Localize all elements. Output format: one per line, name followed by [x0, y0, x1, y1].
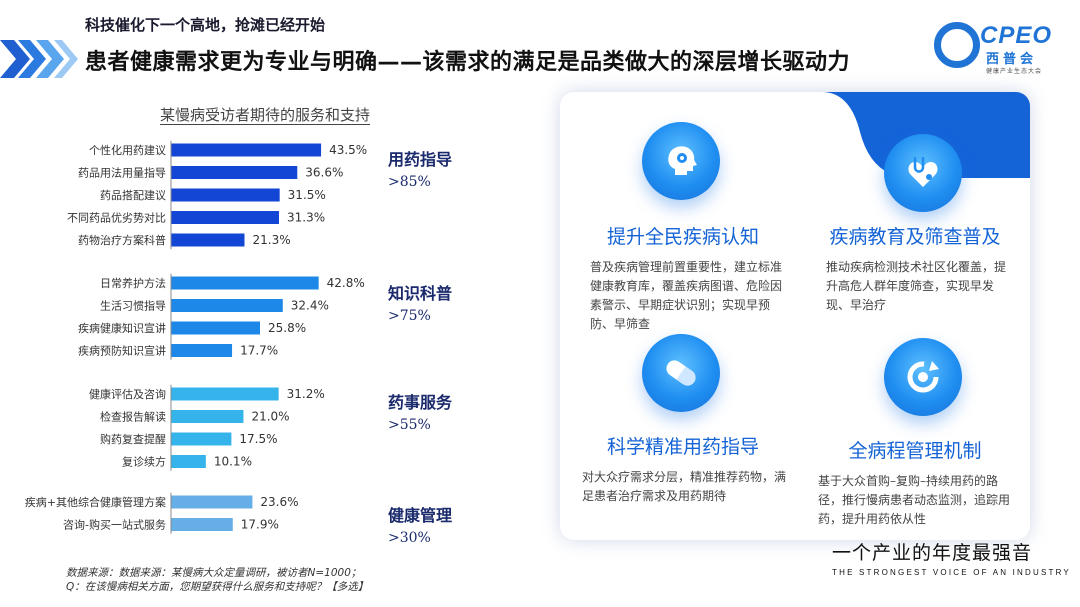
stethoscope-heart-icon	[884, 134, 962, 212]
logo-ring-icon	[934, 22, 980, 68]
category-label: 疾病健康知识宣讲	[78, 321, 166, 335]
category-label: 检查报告解读	[100, 410, 166, 424]
data-source-note: 数据来源：数据来源：某慢病大众定量调研，被访者N=1000； Q：在该慢病相关方…	[66, 566, 368, 594]
feature-title: 科学精准用药指导	[606, 436, 759, 458]
category-label: 不同药品优劣势对比	[67, 211, 166, 225]
value-label: 36.6%	[305, 166, 343, 180]
feature-description: 对大众疗需求分层，精准推荐药物，满足患者治疗需求及用药期待	[582, 470, 787, 503]
bar	[171, 387, 279, 401]
bar	[171, 166, 298, 179]
value-label: 23.6%	[260, 495, 298, 509]
cpeo-logo: CPEO 西普会 健康产业生态大会	[930, 20, 1070, 80]
feature-panel: 提升全民疾病认知 普及疾病管理前置重要性，建立标准健康教育库，覆盖疾病图谱、危险…	[560, 92, 1030, 540]
bar-chart: 个性化用药建议 43.5% 药品用法用量指导 36.6% 药品搭配建议 31.5% 不同药品…	[25, 140, 367, 534]
category-label: 疾病+其他综合健康管理方案	[25, 495, 166, 509]
feature-description: 基于大众首购–复购–持续用药的路径，推行慢病患者动态监测，追踪用药，提升用药依从…	[818, 474, 1011, 526]
header-stripes-decoration	[0, 40, 78, 78]
source-line-1: 数据来源：数据来源：某慢病大众定量调研，被访者N=1000；	[66, 567, 362, 579]
bar	[171, 276, 319, 290]
category-label: 咨询-购买一站式服务	[63, 518, 166, 532]
group-value: >75%	[388, 308, 431, 324]
value-label: 17.9%	[241, 518, 279, 532]
bar	[171, 410, 244, 423]
group-name: 知识科普	[388, 284, 453, 303]
group-name: 药事服务	[388, 393, 453, 412]
feature-title: 提升全民疾病认知	[606, 226, 759, 248]
pill-icon	[642, 334, 720, 412]
group-value: >30%	[388, 530, 431, 546]
value-label: 17.5%	[239, 432, 277, 446]
category-label: 药品搭配建议	[100, 188, 166, 202]
logo-name: 西普会	[986, 52, 1038, 67]
category-label: 药物治疗方案科普	[78, 233, 166, 247]
value-label: 42.8%	[327, 276, 365, 290]
slogan: 一个产业的年度最强音	[832, 542, 1033, 564]
bar	[171, 143, 322, 157]
group-value: >85%	[388, 174, 431, 190]
category-label: 药品用法用量指导	[78, 166, 166, 180]
feature-title: 全病程管理机制	[848, 440, 982, 462]
value-label: 31.2%	[287, 387, 325, 401]
value-label: 21.3%	[252, 233, 290, 247]
category-label: 健康评估及咨询	[89, 387, 166, 401]
value-label: 10.1%	[214, 455, 252, 469]
cycle-icon	[884, 338, 962, 416]
group-name: 健康管理	[388, 506, 453, 525]
bar	[171, 188, 280, 202]
group-label-medication: 用药指导 >85%	[388, 146, 452, 190]
bar	[171, 233, 245, 247]
brain-gear-icon	[642, 122, 720, 200]
bar	[171, 211, 279, 224]
category-label: 个性化用药建议	[89, 143, 166, 157]
source-line-2: Q：在该慢病相关方面，您期望获得什么服务和支持呢？【多选】	[66, 581, 369, 593]
bar	[171, 432, 232, 446]
bar	[171, 455, 206, 468]
value-label: 25.8%	[268, 321, 306, 335]
value-label: 31.5%	[288, 188, 326, 202]
category-label: 复诊续方	[122, 455, 166, 469]
group-name: 用药指导	[388, 150, 453, 169]
category-label: 生活习惯指导	[100, 299, 166, 313]
group-label-knowledge: 知识科普 >75%	[388, 280, 452, 324]
value-label: 17.7%	[240, 344, 278, 358]
group-label-health-mgmt: 健康管理 >30%	[388, 502, 452, 546]
category-label: 疾病预防知识宣讲	[78, 344, 166, 358]
bar	[171, 299, 283, 312]
category-label: 日常养护方法	[100, 276, 166, 290]
logo-subtitle: 健康产业生态大会	[986, 68, 1043, 75]
slogan-english: THE STRONGEST VOICE OF AN INDUSTRY	[832, 568, 1071, 577]
value-label: 31.3%	[287, 211, 325, 225]
chart-title: 某慢病受访者期待的服务和支持	[160, 106, 371, 124]
category-label: 购药复查提醒	[100, 432, 166, 446]
bar	[171, 344, 233, 357]
group-value: >55%	[388, 417, 431, 433]
feature-description: 推动疾病检测技术社区化覆盖，提升高危人群年度筛查，实现早发现、早治疗	[826, 260, 1007, 312]
bar	[171, 518, 233, 531]
value-label: 32.4%	[291, 299, 329, 313]
group-label-pharmacy: 药事服务 >55%	[388, 389, 452, 433]
feature-title: 疾病教育及筛查普及	[829, 226, 1001, 248]
bar	[171, 321, 261, 335]
logo-mark: CPEO	[980, 22, 1053, 49]
value-label: 21.0%	[251, 410, 289, 424]
header-tagline: 科技催化下一个高地，抢滩已经开始	[85, 16, 326, 34]
page-title: 患者健康需求更为专业与明确——该需求的满足是品类做大的深层增长驱动力	[85, 50, 851, 75]
value-label: 43.5%	[329, 143, 367, 157]
bar	[171, 495, 253, 509]
feature-description: 普及疾病管理前置重要性，建立标准健康教育库，覆盖疾病图谱、危险因素警示、早期症状…	[590, 260, 783, 331]
